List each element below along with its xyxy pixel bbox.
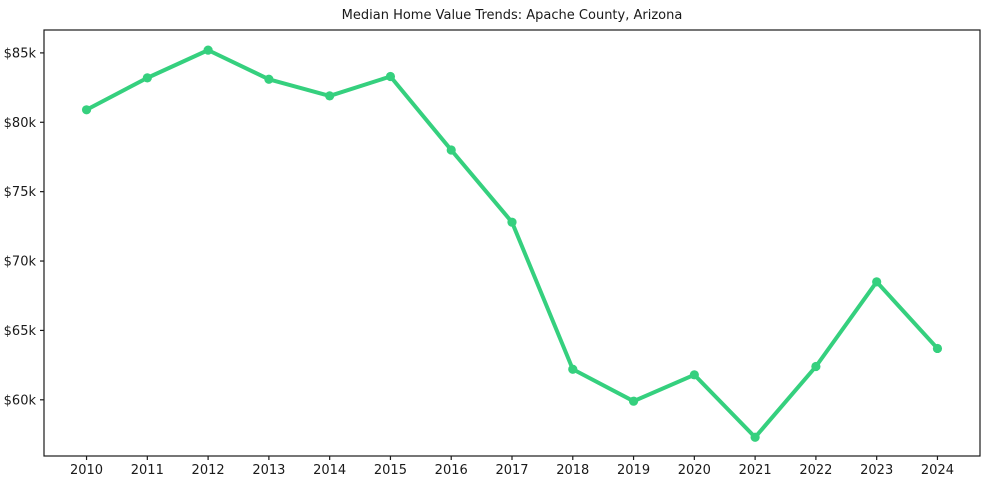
x-tick-label: 2012: [192, 463, 225, 478]
x-tick-label: 2015: [374, 463, 407, 478]
data-point-2013: [264, 74, 274, 84]
data-point-2019: [628, 396, 639, 406]
x-tick-label: 2017: [495, 463, 528, 478]
data-point-2021: [750, 432, 760, 442]
y-tick-label: $75k: [4, 185, 37, 200]
data-point-2014: [325, 91, 335, 101]
x-tick-label: 2019: [617, 463, 650, 478]
data-point-2015: [385, 71, 396, 82]
y-tick-label: $65k: [4, 324, 37, 339]
x-tick-label: 2022: [799, 463, 832, 478]
x-tick-label: 2021: [739, 463, 772, 478]
x-tick-label: 2023: [860, 463, 893, 478]
x-tick-label: 2011: [131, 463, 164, 478]
x-tick-label: 2014: [313, 463, 346, 478]
x-tick-label: 2016: [435, 463, 468, 478]
x-tick-label: 2013: [252, 463, 285, 478]
x-tick-label: 2018: [556, 463, 589, 478]
data-point-2018: [568, 364, 578, 374]
data-point-2023: [872, 277, 882, 287]
data-point-2020: [689, 370, 699, 380]
trend-line: [84, 48, 940, 440]
data-point-2010: [81, 105, 92, 115]
y-tick-label: $85k: [4, 46, 37, 61]
y-tick-label: $60k: [4, 393, 37, 408]
data-point-2017: [507, 217, 517, 227]
y-tick-label: $80k: [4, 116, 37, 131]
data-point-2016: [446, 145, 456, 155]
y-tick-label: $70k: [4, 255, 37, 270]
data-point-2011: [142, 73, 152, 83]
plot-frame: [43, 29, 981, 457]
x-tick-label: 2010: [70, 463, 103, 478]
data-point-2022: [811, 361, 821, 372]
x-tick-label: 2020: [678, 463, 711, 478]
chart-title: Median Home Value Trends: Apache County,…: [341, 8, 683, 23]
x-tick-label: 2024: [921, 463, 954, 478]
data-point-2024: [932, 343, 943, 354]
data-point-2012: [203, 45, 213, 55]
